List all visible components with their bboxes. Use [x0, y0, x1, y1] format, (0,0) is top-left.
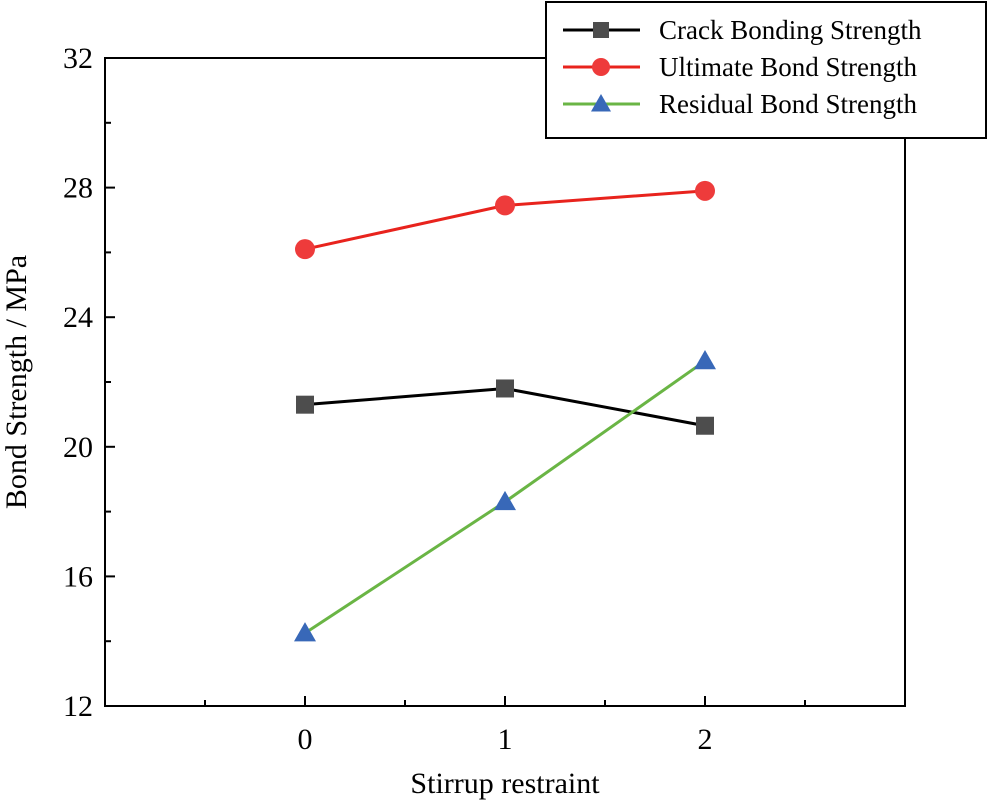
x-axis-title: Stirrup restraint — [410, 767, 600, 800]
series-residual-bond-strength — [294, 349, 716, 642]
y-tick-label: 12 — [63, 690, 93, 723]
data-point-ultimate-bond-strength — [295, 239, 315, 260]
y-tick-label: 20 — [63, 431, 93, 464]
legend-label-ultimate-bond-strength: Ultimate Bond Strength — [659, 52, 917, 82]
data-point-ultimate-bond-strength — [495, 195, 515, 216]
y-axis-title: Bond Strength / MPa — [0, 255, 33, 509]
y-tick-label: 24 — [63, 301, 93, 334]
data-point-crack-bonding-strength — [296, 395, 314, 414]
series-ultimate-bond-strength — [295, 180, 715, 260]
x-axis: 0 1 2 — [204, 696, 806, 756]
legend-label-crack-bonding-strength: Crack Bonding Strength — [659, 15, 922, 45]
series-crack-bonding-strength — [296, 379, 714, 435]
series-layer — [294, 180, 716, 642]
y-axis: 12 16 20 24 28 32 — [63, 42, 115, 723]
data-point-crack-bonding-strength — [496, 379, 514, 398]
y-tick-label: 32 — [63, 42, 93, 75]
data-point-ultimate-bond-strength — [695, 180, 715, 201]
x-tick-label: 0 — [298, 723, 313, 756]
legend: Crack Bonding Strength Ultimate Bond Stre… — [545, 1, 987, 139]
data-point-residual-bond-strength — [294, 622, 316, 642]
y-tick-label: 28 — [63, 172, 93, 205]
legend-marker-residual-bond-strength — [591, 94, 611, 112]
x-tick-label: 2 — [698, 723, 713, 756]
legend-box — [545, 1, 987, 139]
data-point-crack-bonding-strength — [696, 416, 714, 435]
legend-label-residual-bond-strength: Residual Bond Strength — [659, 89, 917, 119]
data-point-residual-bond-strength — [494, 490, 516, 511]
y-tick-label: 16 — [63, 560, 93, 593]
legend-marker-ultimate-bond-strength — [592, 58, 610, 76]
legend-marker-crack-bonding-strength — [593, 22, 609, 38]
x-tick-label: 1 — [498, 723, 513, 756]
data-point-residual-bond-strength — [694, 349, 716, 370]
